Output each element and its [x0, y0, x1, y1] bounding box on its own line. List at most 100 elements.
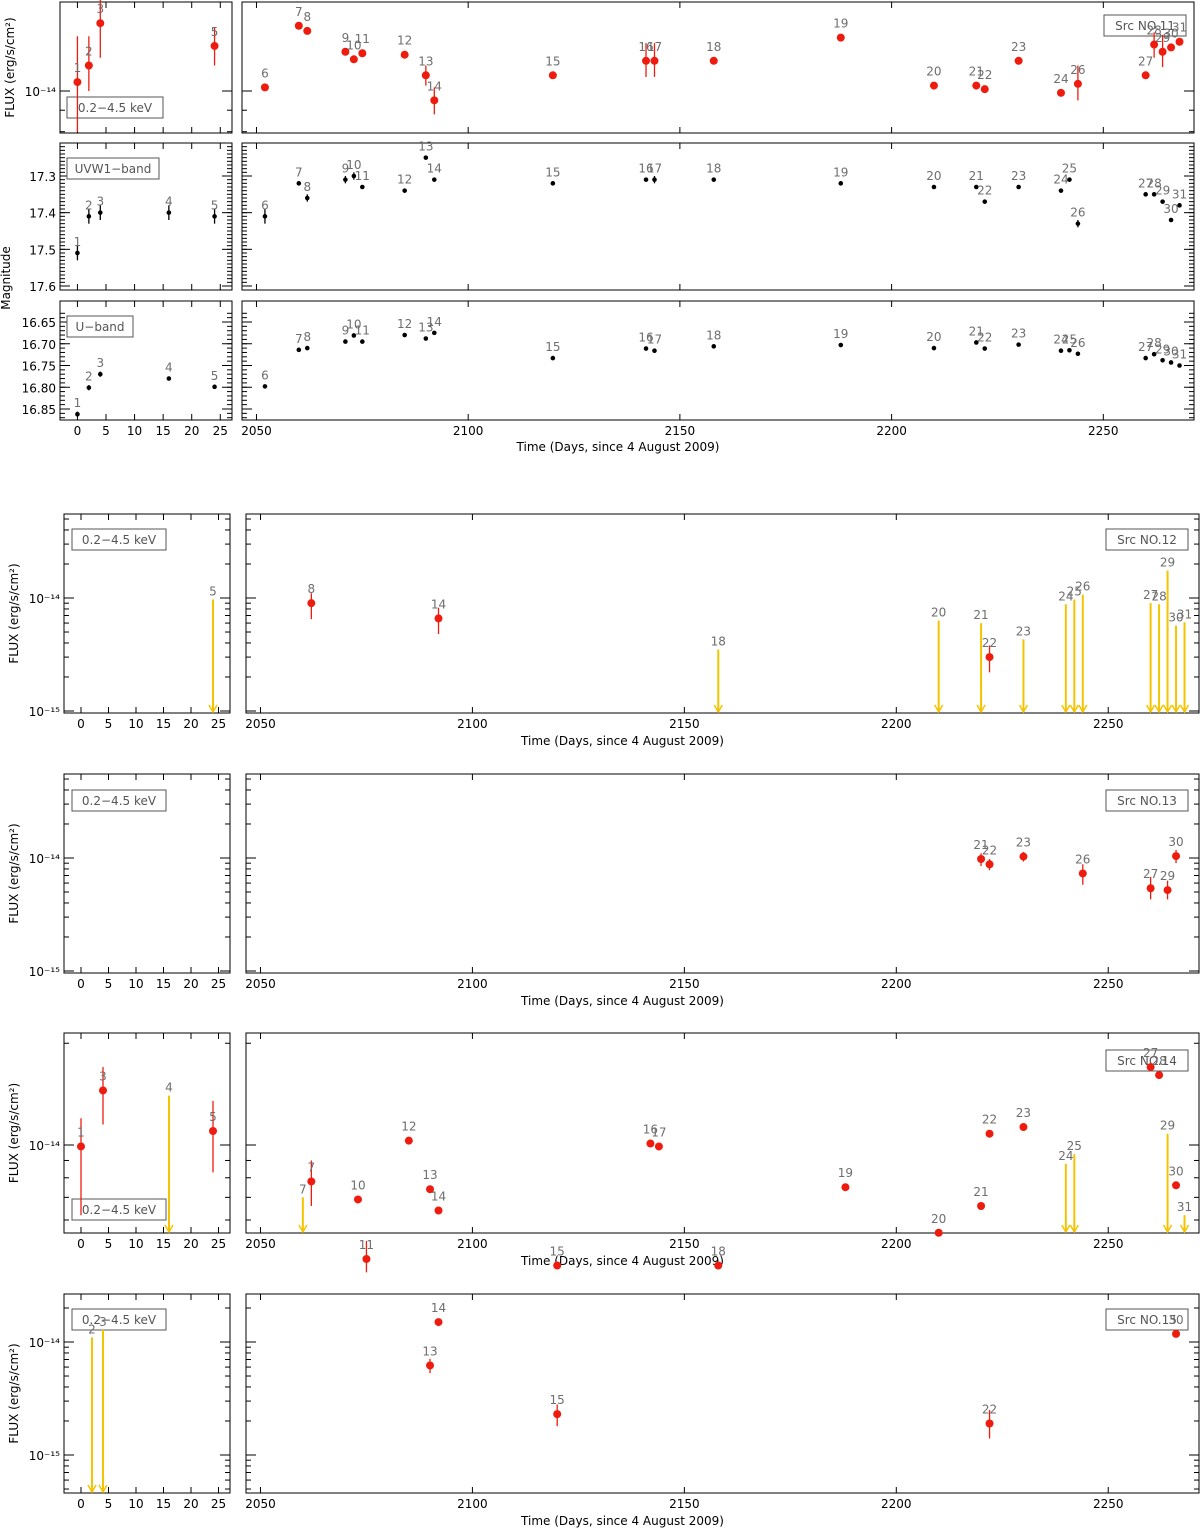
data-point — [358, 49, 367, 58]
upper-limit-arrow — [208, 704, 218, 714]
data-point — [294, 21, 303, 30]
x-tick-label: 15 — [156, 977, 171, 991]
x-tick-label: 25 — [211, 1497, 226, 1511]
point-label: 20 — [931, 606, 946, 620]
y-tick-label: 17.6 — [29, 280, 56, 294]
data-point — [1172, 1329, 1181, 1338]
data-point — [977, 1201, 986, 1210]
x-tick-label: 2200 — [876, 424, 907, 438]
data-point — [421, 71, 430, 80]
point-label: 21 — [973, 838, 988, 852]
point-label: 9 — [342, 324, 350, 338]
x-tick-label: 5 — [105, 717, 113, 731]
y-tick-label: 10⁻¹⁴ — [29, 852, 60, 866]
point-label: 20 — [926, 65, 941, 79]
point-label: 2 — [85, 45, 93, 59]
x-tick-label: 2250 — [1093, 1237, 1124, 1251]
x-tick-label: 2150 — [669, 1497, 700, 1511]
data-point — [1177, 203, 1182, 208]
point-label: 18 — [706, 328, 721, 342]
point-label: 7 — [308, 1160, 316, 1174]
point-label: 3 — [99, 1069, 107, 1083]
y-tick-label: 10⁻¹⁴ — [29, 1336, 60, 1350]
point-label: 28 — [1146, 176, 1161, 190]
data-point — [212, 214, 217, 219]
point-label: 2 — [85, 198, 93, 212]
point-label: 10 — [346, 38, 361, 52]
data-point — [97, 210, 103, 215]
x-tick-label: 2100 — [457, 977, 488, 991]
point-label: 26 — [1070, 63, 1085, 77]
source-title-box — [1103, 14, 1187, 37]
data-point — [432, 177, 437, 182]
point-label: 15 — [550, 1393, 565, 1407]
data-point — [307, 599, 316, 608]
x-tick-label: 15 — [156, 1497, 171, 1511]
data-point — [343, 177, 348, 182]
point-label: 5 — [211, 369, 219, 383]
data-point — [1058, 348, 1064, 354]
data-point — [166, 210, 172, 215]
right-axes-frame — [241, 300, 1195, 421]
point-label: 26 — [1075, 852, 1090, 866]
data-point — [985, 860, 994, 869]
point-label: 19 — [838, 1166, 853, 1180]
x-axis-label: Time (Days, since 4 August 2009) — [516, 440, 720, 454]
data-point — [1073, 79, 1082, 88]
point-label: 24 — [1053, 173, 1068, 187]
point-label: 7 — [295, 165, 303, 179]
data-point — [550, 355, 556, 361]
data-point — [1019, 1123, 1028, 1132]
panel-4: 0 5 10 15 20 25 2050 2100 2150 2200 2250 Time (Days… — [7, 513, 1200, 748]
point-label: 1 — [74, 396, 82, 410]
data-point — [985, 653, 994, 662]
point-label: 3 — [96, 2, 104, 16]
x-tick-label: 20 — [183, 977, 198, 991]
point-label: 29 — [1155, 342, 1170, 356]
upper-limit-arrow — [1061, 1224, 1071, 1234]
y-tick-label: 17.4 — [29, 207, 56, 221]
point-label: 14 — [431, 597, 446, 611]
source-title: Src NO.11 — [1115, 19, 1175, 33]
point-label: 30 — [1163, 26, 1178, 40]
upper-limit-arrow — [1162, 704, 1173, 714]
data-point — [1172, 1181, 1181, 1190]
data-point — [550, 181, 556, 186]
point-label: 21 — [969, 65, 984, 79]
point-label: 25 — [1062, 162, 1077, 176]
point-label: 12 — [401, 1120, 416, 1134]
upper-limit-arrow — [713, 704, 723, 714]
point-label: 14 — [427, 315, 442, 329]
x-tick-label: 2200 — [881, 717, 912, 731]
data-point — [929, 81, 938, 90]
x-axis-label: Time (Days, since 4 August 2009) — [520, 734, 724, 748]
point-label: 23 — [1011, 40, 1026, 54]
band-label: 0.2−4.5 keV — [82, 794, 157, 808]
x-tick-label: 2050 — [245, 1497, 276, 1511]
point-label: 22 — [982, 636, 997, 650]
point-label: 18 — [706, 40, 721, 54]
point-label: 15 — [550, 1245, 565, 1259]
data-point — [985, 1129, 994, 1138]
point-label: 6 — [261, 66, 269, 80]
point-label: 14 — [431, 1301, 446, 1315]
data-point — [1016, 184, 1021, 190]
x-tick-label: 10 — [128, 977, 143, 991]
point-label: 11 — [355, 32, 370, 46]
x-tick-label: 25 — [211, 1237, 226, 1251]
source-title-box — [1105, 528, 1189, 551]
y-tick-label: 10⁻¹⁴ — [25, 85, 56, 99]
point-label: 3 — [96, 195, 104, 209]
x-tick-label: 20 — [183, 1497, 198, 1511]
point-label: 13 — [418, 54, 433, 68]
data-point — [307, 1177, 316, 1186]
point-label: 4 — [165, 195, 173, 209]
point-label: 22 — [982, 1113, 997, 1127]
data-point — [982, 199, 988, 204]
point-label: 24 — [1058, 1149, 1073, 1163]
data-point — [973, 340, 979, 345]
point-label: 25 — [1067, 1139, 1082, 1153]
data-point — [402, 332, 407, 338]
